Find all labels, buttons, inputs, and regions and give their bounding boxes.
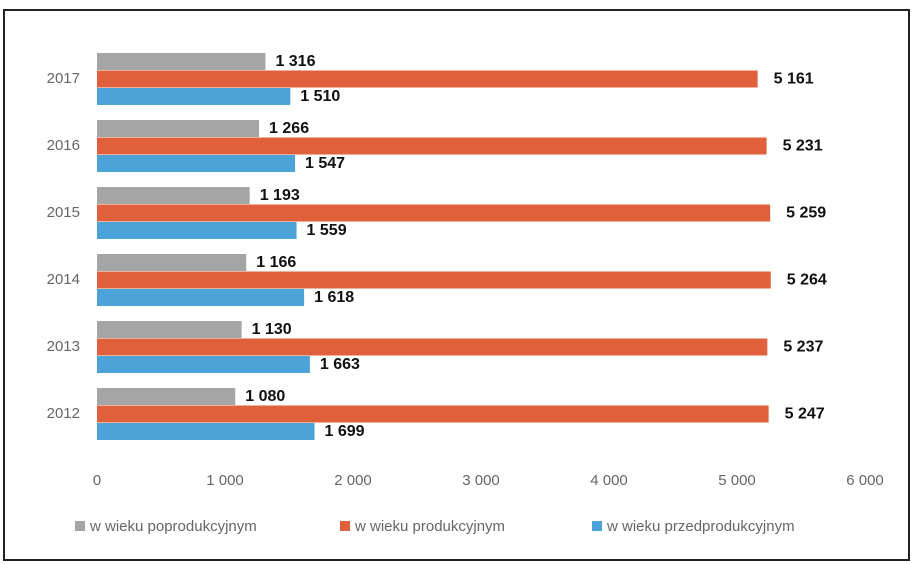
x-tick-label: 6 000 (846, 472, 884, 489)
bar (97, 120, 260, 137)
frame (3, 9, 910, 561)
bar (97, 137, 767, 155)
x-tick-label: 3 000 (462, 472, 500, 489)
data-label: 1 663 (320, 356, 360, 373)
bar (97, 70, 758, 88)
x-tick-label: 1 000 (206, 472, 244, 489)
data-label: 1 559 (307, 222, 347, 239)
bar (97, 53, 266, 70)
bar (97, 423, 315, 440)
legend-label: w wieku przedprodukcyjnym (606, 518, 795, 535)
y-tick-label: 2014 (47, 271, 80, 288)
y-tick-label: 2016 (47, 137, 80, 154)
data-label: 5 259 (786, 204, 826, 221)
legend-label: w wieku poprodukcyjnym (89, 518, 257, 535)
data-label: 1 618 (314, 289, 354, 306)
bar (97, 187, 250, 204)
y-tick-label: 2012 (47, 405, 80, 422)
data-label: 1 699 (324, 423, 364, 440)
data-label: 1 166 (256, 254, 296, 271)
data-label: 1 130 (252, 321, 292, 338)
bar (97, 88, 291, 105)
data-label: 1 080 (245, 388, 285, 405)
y-tick-label: 2015 (47, 204, 80, 221)
data-label: 5 247 (785, 405, 825, 422)
data-label: 5 231 (783, 137, 823, 154)
bar (97, 289, 305, 306)
bar (97, 356, 310, 373)
y-tick-label: 2013 (47, 338, 80, 355)
y-tick-label: 2017 (47, 70, 80, 87)
legend-swatch (592, 521, 602, 531)
legend-swatch (75, 521, 85, 531)
data-label: 5 237 (783, 338, 823, 355)
x-tick-label: 4 000 (590, 472, 628, 489)
bar (97, 155, 296, 172)
data-label: 1 510 (300, 88, 340, 105)
legend-label: w wieku produkcyjnym (354, 518, 505, 535)
data-label: 1 316 (275, 53, 315, 70)
data-label: 5 264 (787, 271, 827, 288)
bar (97, 204, 771, 222)
bar (97, 388, 236, 405)
bar (97, 338, 768, 356)
x-tick-label: 5 000 (718, 472, 756, 489)
bar (97, 321, 242, 338)
legend-swatch (340, 521, 350, 531)
bar (97, 271, 771, 289)
data-label: 1 266 (269, 120, 309, 137)
data-label: 5 161 (774, 70, 814, 87)
x-tick-label: 2 000 (334, 472, 372, 489)
bar (97, 405, 769, 423)
bar (97, 254, 247, 271)
x-tick-label: 0 (93, 472, 101, 489)
data-label: 1 547 (305, 155, 345, 172)
bar (97, 222, 297, 239)
data-label: 1 193 (260, 187, 300, 204)
